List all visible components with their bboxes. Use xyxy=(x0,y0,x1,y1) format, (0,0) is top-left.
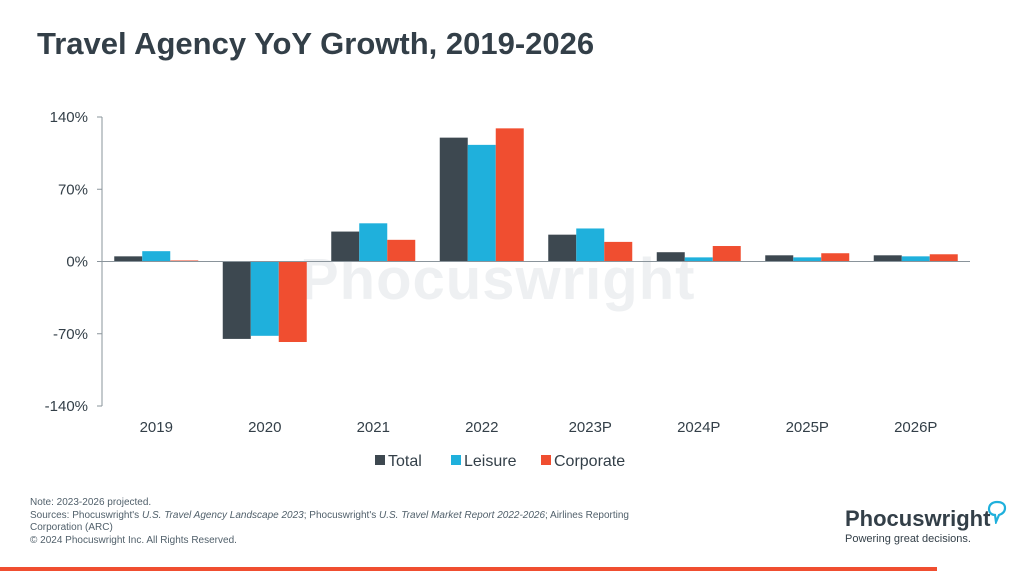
y-tick-label: -140% xyxy=(45,398,88,415)
bar-leisure-2026p xyxy=(901,256,930,262)
source-title-2: U.S. Travel Market Report 2022-2026 xyxy=(379,509,546,521)
y-tick-label: -70% xyxy=(53,326,88,343)
bar-total-2026p xyxy=(873,255,902,262)
bar-total-2021 xyxy=(331,231,360,262)
x-tick-label: 2020 xyxy=(248,419,281,436)
legend-label-total: Total xyxy=(388,453,422,470)
bar-corporate-2026p xyxy=(929,254,958,262)
bar-leisure-2019 xyxy=(142,251,171,262)
bar-corporate-2025p xyxy=(821,253,850,262)
bar-total-2019 xyxy=(114,256,143,262)
bottom-accent-bar xyxy=(0,567,937,571)
bar-total-2023p xyxy=(548,234,577,262)
bar-corporate-2022 xyxy=(495,128,524,262)
phocuswright-logo: Phocuswright Powering great decisions. xyxy=(845,500,1007,545)
chart-title: Travel Agency YoY Growth, 2019-2026 xyxy=(37,26,595,61)
y-tick-label: 140% xyxy=(50,109,88,126)
logo-name: Phocuswright xyxy=(845,506,991,531)
logo-tagline: Powering great decisions. xyxy=(845,533,971,545)
speech-bubble-icon xyxy=(987,500,1007,524)
sources-prefix: Sources: Phocuswright's xyxy=(30,509,142,521)
bar-leisure-2024p xyxy=(684,257,713,262)
bar-corporate-2023p xyxy=(604,241,633,262)
x-tick-label: 2026P xyxy=(894,419,937,436)
bar-corporate-2019 xyxy=(170,260,199,262)
x-tick-label: 2019 xyxy=(140,419,173,436)
y-tick-label: 0% xyxy=(66,254,88,271)
x-tick-label: 2023P xyxy=(569,419,612,436)
footer-sources: Sources: Phocuswright's U.S. Travel Agen… xyxy=(30,510,640,535)
source-title-1: U.S. Travel Agency Landscape 2023 xyxy=(141,509,304,521)
bar-chart: 140% 70% 0% -70% -140% 2019 2020 2021 2022 2023P 2… xyxy=(45,109,970,470)
bar-leisure-2021 xyxy=(359,223,388,262)
legend-swatch-leisure xyxy=(451,455,461,465)
x-tick-label: 2024P xyxy=(677,419,720,436)
legend-swatch-corporate xyxy=(541,455,551,465)
x-tick-label: 2021 xyxy=(357,419,390,436)
bar-total-2022 xyxy=(439,137,468,262)
legend-label-leisure: Leisure xyxy=(464,453,517,470)
bar-total-2025p xyxy=(765,255,794,262)
bar-leisure-2023p xyxy=(576,228,605,262)
legend-swatch-total xyxy=(375,455,385,465)
bar-leisure-2025p xyxy=(793,257,822,262)
bar-leisure-2020 xyxy=(250,261,279,336)
bar-corporate-2021 xyxy=(387,239,416,262)
bar-leisure-2022 xyxy=(467,144,496,262)
footer-note: Note: 2023-2026 projected. xyxy=(30,497,152,508)
bar-corporate-2024p xyxy=(712,246,741,262)
bar-total-2024p xyxy=(656,252,685,262)
bar-total-2020 xyxy=(222,261,251,339)
footer-notes: Note: 2023-2026 projected. Sources: Phoc… xyxy=(30,497,640,547)
x-tick-label: 2025P xyxy=(786,419,829,436)
footer-copyright: © 2024 Phocuswright Inc. All Rights Rese… xyxy=(30,534,237,546)
bar-corporate-2020 xyxy=(278,261,307,343)
y-tick-label: 70% xyxy=(58,181,88,198)
sources-mid: ; Phocuswright's xyxy=(303,509,380,521)
sources-suffix: ; Airlines Reporting Corporation (ARC) xyxy=(30,509,629,534)
legend-label-corporate: Corporate xyxy=(554,453,625,470)
x-tick-label: 2022 xyxy=(465,419,498,436)
